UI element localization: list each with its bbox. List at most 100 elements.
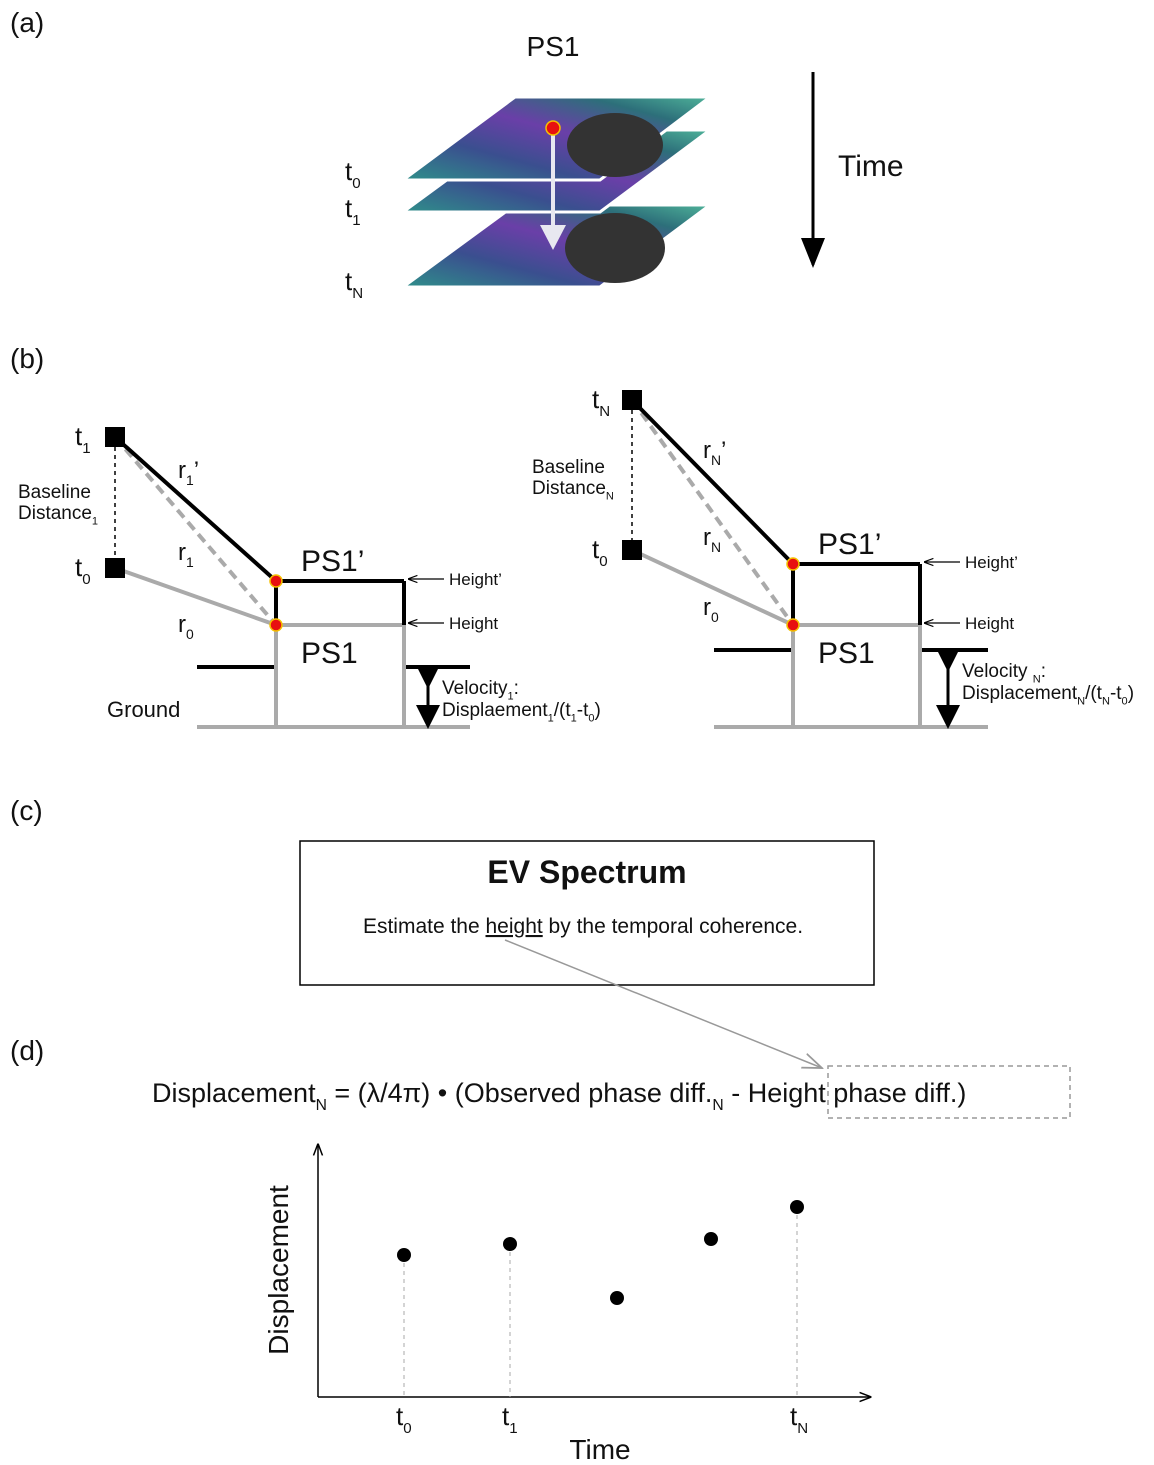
x-tick-label: t0 [396, 1401, 412, 1437]
subscript: 1 [352, 212, 360, 229]
ps-point [787, 619, 799, 631]
time-title: Time [838, 150, 904, 183]
link-arrow [505, 940, 822, 1068]
panel-label: (a) [10, 7, 44, 38]
text: Distance [18, 503, 92, 524]
height-label: Height’ [449, 570, 502, 589]
text: Distance [532, 478, 606, 499]
subscript: 1 [92, 516, 98, 528]
subscript: 0 [403, 1420, 411, 1437]
points [397, 1200, 804, 1305]
subscript: N [316, 1097, 327, 1114]
satellite-label: t0 [75, 552, 91, 588]
satellite [105, 427, 125, 447]
text: Estimate the [363, 915, 486, 938]
text: - Height phase diff.) [724, 1078, 967, 1108]
range-label: r0 [703, 594, 719, 625]
ps-point [787, 558, 799, 570]
satellite-label: t1 [75, 421, 91, 457]
baseline-label: Distance1 [18, 503, 98, 528]
text: Displacement [152, 1078, 316, 1108]
height-label: Height [965, 614, 1014, 633]
equation: DisplacementN = (λ/4π) • (Observed phase… [152, 1078, 966, 1114]
text: -t [577, 700, 589, 721]
text: ) [1128, 683, 1134, 704]
text: ’ [194, 457, 199, 484]
ps-point [270, 575, 282, 587]
velocity-label: Velocity N: [962, 661, 1046, 686]
text: Displacement [962, 683, 1078, 704]
text-underlined: height [486, 915, 543, 938]
text: by the temporal coherence. [543, 915, 803, 938]
text: ’ [721, 437, 726, 464]
panel-label: (b) [10, 343, 44, 374]
height-label: Height’ [965, 553, 1018, 572]
subscript: N [1077, 696, 1085, 708]
subscript: 1 [186, 554, 194, 570]
ps-label: PS1’ [301, 545, 364, 578]
x-tick-label: tN [790, 1401, 808, 1437]
figure: (a) PS1 t0 t1 tN Time (b) t1t0BaselineDi… [0, 0, 1154, 1465]
panel-label: (d) [10, 1035, 44, 1066]
ps-point [270, 619, 282, 631]
velocity-label: Velocity1: [442, 678, 519, 703]
subscript: N [711, 539, 721, 555]
text: Displaement [442, 700, 548, 721]
ps-label: PS1 [818, 637, 875, 670]
text: r [178, 539, 186, 566]
subscript: 0 [711, 609, 719, 625]
text: /(t [554, 700, 572, 721]
time-label: t1 [345, 193, 361, 229]
text: r [703, 524, 711, 551]
subscript: 1 [82, 440, 90, 457]
text: Velocity [442, 678, 508, 699]
y-axis-label: Displacement [263, 1185, 294, 1355]
text: ) [595, 700, 601, 721]
subscript: N [712, 1097, 723, 1114]
panel-label: (c) [10, 795, 43, 826]
text: : [514, 678, 519, 699]
time-label: t0 [345, 156, 361, 192]
text: r [178, 457, 186, 484]
satellite-label: t0 [592, 534, 608, 570]
subscript: 0 [352, 175, 360, 192]
satellite-label: tN [592, 384, 610, 420]
x-tick-label: t1 [502, 1401, 518, 1437]
ps-label: PS1 [301, 637, 358, 670]
subscript: N [606, 491, 614, 503]
ps-label: PS1’ [818, 528, 881, 561]
text: Velocity [962, 661, 1033, 682]
subscript: 1 [509, 1420, 517, 1437]
baseline-label: DistanceN [532, 478, 614, 503]
range-label: rN’ [703, 437, 726, 468]
range-label: r1’ [178, 457, 199, 488]
text: /(t [1085, 683, 1103, 704]
box-title: EV Spectrum [487, 854, 686, 890]
subscript: 0 [186, 626, 194, 642]
geometry-left: t1t0BaselineDistance1r1’r1r0PS1’PS1Heigh… [18, 421, 601, 727]
subscript: 0 [599, 553, 607, 570]
range-label: r1 [178, 539, 194, 570]
time-label: tN [345, 266, 363, 302]
subscript: N [352, 285, 363, 302]
velocity-formula: Displaement1/(t1-t0) [442, 700, 601, 725]
range-label: r0 [178, 611, 194, 642]
velocity-formula: DisplacementN/(tN-t0) [962, 683, 1134, 708]
geometry-right: tNt0BaselineDistanceNrN’rNr0PS1’PS1Heigh… [532, 384, 1134, 727]
text: = (λ/4π) • (Observed phase diff. [327, 1078, 713, 1108]
box-text: Estimate the height by the temporal cohe… [363, 915, 803, 938]
drop-lines [404, 1207, 797, 1397]
subscript: N [797, 1420, 808, 1437]
range-dashed [632, 400, 793, 625]
subscript: N [599, 403, 610, 420]
satellite [105, 558, 125, 578]
title: PS1 [527, 31, 580, 62]
text: Baseline [532, 457, 605, 478]
text: -t [1110, 683, 1122, 704]
height-label: Height [449, 614, 498, 633]
text: r [178, 611, 186, 638]
baseline-label: Baseline [18, 482, 91, 503]
ps-point [546, 121, 560, 135]
x-axis-label: Time [569, 1434, 630, 1465]
text: Baseline [18, 482, 91, 503]
